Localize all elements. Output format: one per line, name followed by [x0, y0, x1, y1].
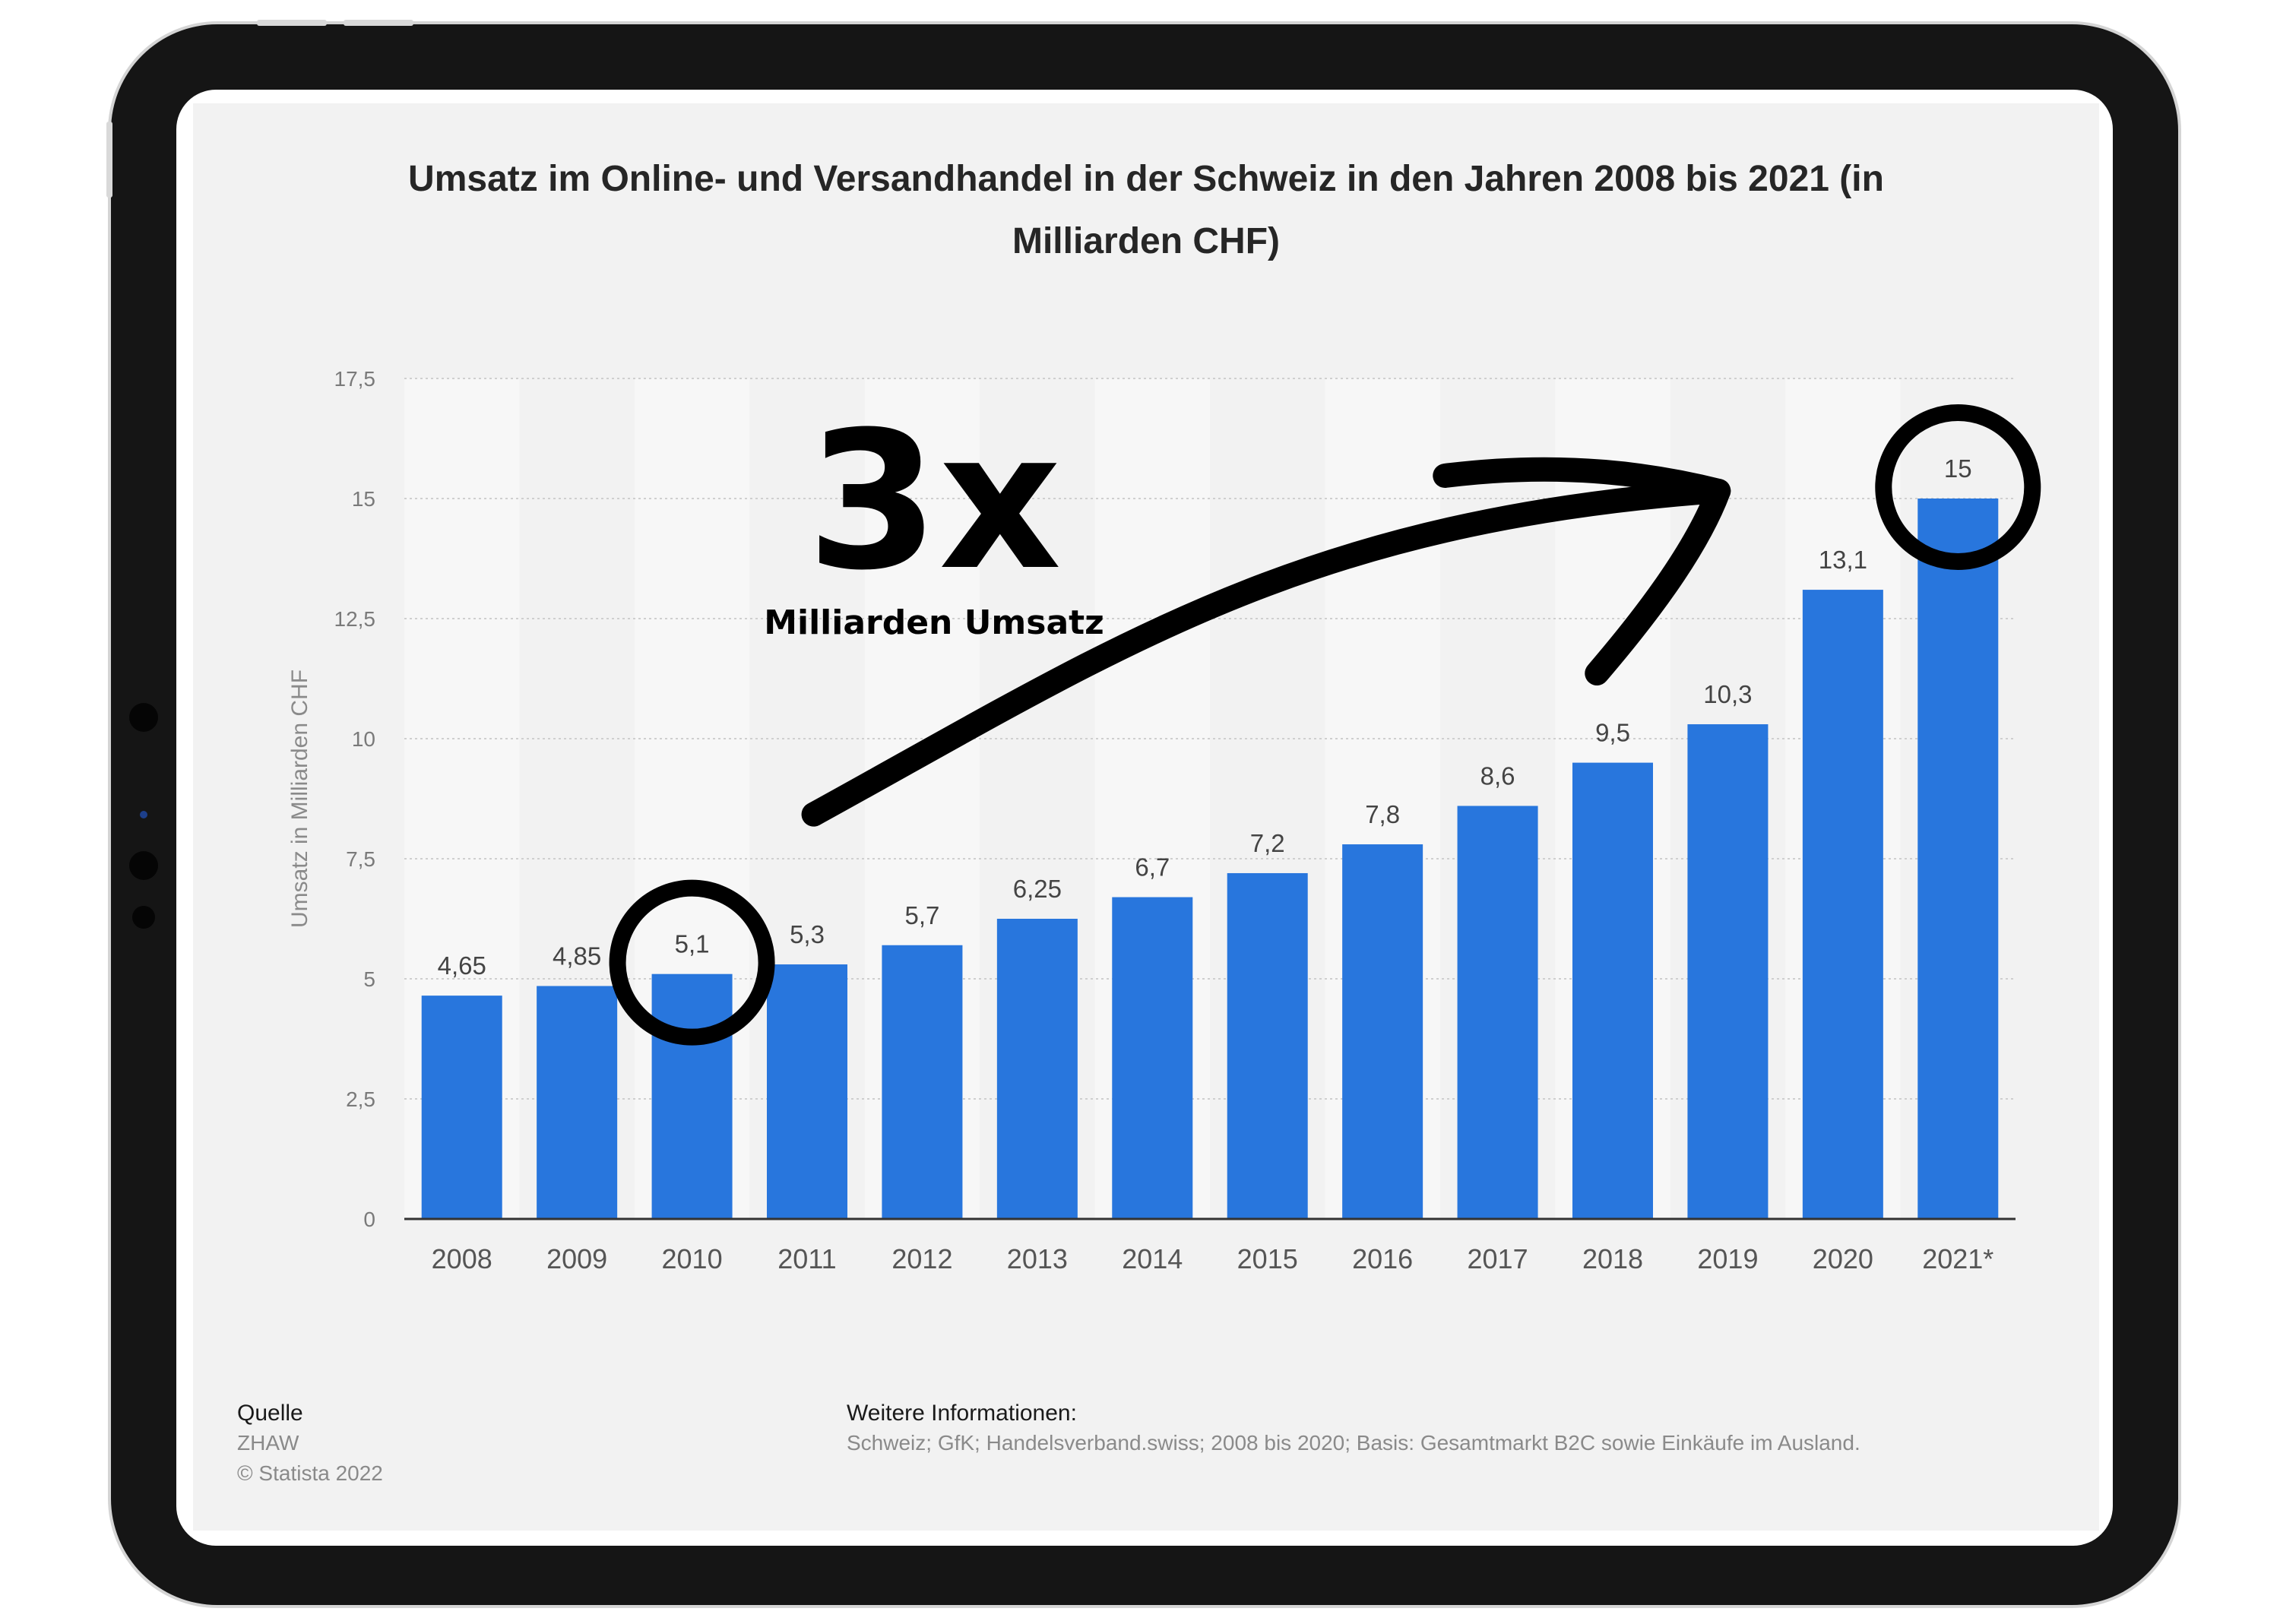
x-tick-label: 2008 [432, 1243, 492, 1274]
y-tick-label: 2,5 [346, 1087, 375, 1111]
data-label: 15 [1944, 454, 1972, 483]
y-tick-label: 15 [352, 487, 375, 511]
data-label: 7,8 [1365, 800, 1400, 828]
bar [1917, 499, 1999, 1219]
bar [537, 986, 618, 1219]
x-tick-label: 2015 [1237, 1243, 1298, 1274]
data-label: 5,1 [675, 930, 710, 958]
data-label: 7,2 [1250, 829, 1285, 857]
source-heading: Quelle [237, 1401, 303, 1426]
data-label: 6,7 [1135, 853, 1170, 882]
trend-arrow-head [1433, 457, 1731, 685]
bar-chart: Umsatz im Online- und Versandhandel in d… [237, 159, 2041, 1485]
y-tick-label: 7,5 [346, 847, 375, 871]
y-tick-label: 10 [352, 727, 375, 751]
data-label: 9,5 [1595, 719, 1630, 747]
x-tick-label: 2010 [662, 1243, 723, 1274]
x-tick-label: 2012 [891, 1243, 952, 1274]
data-label: 13,1 [1819, 546, 1867, 574]
bar [651, 973, 733, 1219]
annotation-big-text: 3x [806, 391, 1061, 612]
data-label: 4,85 [553, 942, 601, 970]
x-tick-label: 2018 [1582, 1243, 1643, 1274]
data-label: 5,3 [790, 920, 825, 948]
chart-title-line: Milliarden CHF) [1012, 221, 1280, 261]
x-tick-label: 2016 [1352, 1243, 1413, 1274]
highlight-circle [1875, 404, 2041, 570]
x-tick-label: 2014 [1122, 1243, 1183, 1274]
bar [1227, 872, 1308, 1219]
bar [767, 964, 847, 1219]
y-tick-label: 17,5 [334, 367, 376, 391]
data-label: 6,25 [1013, 875, 1062, 903]
sensor-dot-1 [129, 703, 158, 732]
highlight-circle [609, 879, 775, 1046]
y-tick-label: 12,5 [334, 607, 376, 631]
side-button [106, 122, 112, 198]
y-tick-label: 5 [363, 967, 375, 991]
source-line: ZHAW [237, 1431, 299, 1455]
bar [1112, 897, 1193, 1219]
bar [996, 919, 1078, 1219]
screen: Umsatz im Online- und Versandhandel in d… [176, 90, 2113, 1546]
bar [1342, 844, 1423, 1219]
bar [882, 945, 963, 1219]
top-button-left [257, 20, 327, 26]
more-info-text: Schweiz; GfK; Handelsverband.swiss; 2008… [847, 1431, 1860, 1455]
y-tick-label: 0 [363, 1208, 375, 1231]
trend-arrow-shaft [801, 479, 1731, 827]
sensor-dot-3 [132, 906, 155, 929]
chart-title-line: Umsatz im Online- und Versandhandel in d… [408, 159, 1884, 199]
x-tick-label: 2020 [1813, 1243, 1873, 1274]
y-axis-label: Umsatz in Milliarden CHF [287, 670, 312, 928]
x-tick-label: 2013 [1007, 1243, 1068, 1274]
annotation-subtitle: Milliarden Umsatz [764, 603, 1104, 642]
x-tick-label: 2019 [1697, 1243, 1758, 1274]
x-tick-label: 2021* [1922, 1243, 1993, 1274]
x-tick-label: 2017 [1468, 1243, 1528, 1274]
bar [1572, 762, 1653, 1219]
data-label: 10,3 [1703, 680, 1752, 708]
sensor-dot-2 [129, 851, 158, 880]
chart-panel: Umsatz im Online- und Versandhandel in d… [193, 103, 2099, 1531]
bar [421, 996, 502, 1219]
bar [1687, 724, 1769, 1219]
data-label: 5,7 [904, 901, 939, 929]
x-tick-label: 2009 [546, 1243, 607, 1274]
camera-lens [140, 811, 147, 818]
more-info-heading: Weitere Informationen: [847, 1401, 1077, 1426]
source-line: © Statista 2022 [237, 1461, 383, 1485]
top-button-right [344, 20, 413, 26]
bar [1457, 806, 1538, 1219]
data-label: 8,6 [1480, 761, 1515, 790]
data-label: 4,65 [438, 951, 486, 980]
bar [1802, 590, 1883, 1219]
x-tick-label: 2011 [777, 1243, 836, 1274]
